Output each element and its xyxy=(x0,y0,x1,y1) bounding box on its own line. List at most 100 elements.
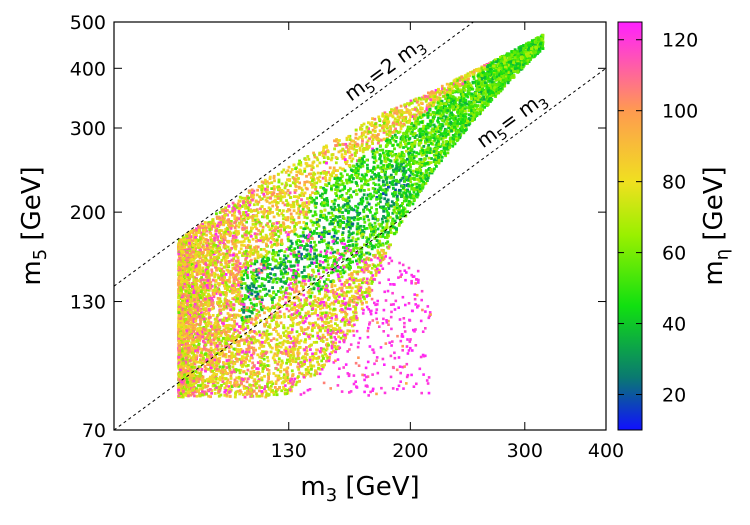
scatter-point xyxy=(355,227,359,231)
scatter-point xyxy=(393,205,397,209)
scatter-point xyxy=(209,366,213,370)
scatter-point xyxy=(282,217,285,221)
scatter-point xyxy=(294,344,298,348)
scatter-point xyxy=(182,253,185,257)
scatter-point xyxy=(190,263,194,266)
scatter-point xyxy=(448,104,451,107)
scatter-point xyxy=(341,197,345,200)
scatter-point xyxy=(297,207,300,210)
scatter-point xyxy=(432,112,436,116)
scatter-point xyxy=(319,186,323,189)
scatter-point xyxy=(327,211,331,215)
scatter-point xyxy=(203,385,207,389)
scatter-point xyxy=(231,213,234,217)
scatter-point xyxy=(230,246,233,250)
scatter-point xyxy=(466,95,470,99)
scatter-point xyxy=(264,307,268,310)
scatter-point xyxy=(207,328,211,332)
scatter-point xyxy=(402,183,406,187)
scatter-point xyxy=(398,167,402,171)
scatter-point xyxy=(300,252,303,256)
scatter-point xyxy=(280,389,284,393)
scatter-point xyxy=(348,142,352,146)
scatter-point xyxy=(227,220,231,224)
scatter-point xyxy=(264,255,268,259)
scatter-point xyxy=(330,156,334,160)
scatter-point xyxy=(385,221,389,225)
scatter-point xyxy=(342,271,346,275)
scatter-point xyxy=(250,346,254,350)
scatter-point xyxy=(461,90,465,93)
scatter-point xyxy=(279,192,282,196)
scatter-point xyxy=(319,253,322,257)
scatter-point xyxy=(397,131,400,134)
scatter-point xyxy=(375,196,379,199)
scatter-point xyxy=(352,164,355,168)
scatter-point xyxy=(203,390,207,394)
scatter-point xyxy=(475,100,479,104)
scatter-point xyxy=(244,391,247,395)
scatter-point xyxy=(187,231,191,235)
scatter-point xyxy=(481,69,485,72)
scatter-point xyxy=(234,352,238,356)
scatter-point xyxy=(323,152,327,156)
scatter-point xyxy=(239,240,242,244)
scatter-point xyxy=(229,327,233,331)
scatter-point xyxy=(225,394,229,398)
scatter-point xyxy=(435,129,439,133)
scatter-point xyxy=(252,203,256,207)
scatter-point xyxy=(259,230,263,234)
scatter-point xyxy=(205,336,209,339)
scatter-point xyxy=(290,385,294,388)
scatter-point xyxy=(204,332,207,336)
scatter-point xyxy=(409,111,413,115)
scatter-point xyxy=(400,204,403,207)
scatter-point xyxy=(285,199,288,202)
scatter-point xyxy=(286,350,290,354)
scatter-point xyxy=(222,382,226,385)
scatter-point xyxy=(407,103,411,107)
scatter-point xyxy=(304,236,307,239)
scatter-point xyxy=(257,310,261,314)
scatter-point xyxy=(309,241,313,244)
scatter-point xyxy=(360,231,363,235)
scatter-point xyxy=(194,231,198,234)
scatter-point xyxy=(186,355,190,358)
scatter-point xyxy=(316,223,320,227)
scatter-point xyxy=(272,328,275,331)
scatter-point xyxy=(454,103,458,106)
scatter-point xyxy=(456,119,459,123)
scatter-point xyxy=(261,370,265,373)
scatter-point xyxy=(224,345,227,349)
scatter-point xyxy=(508,76,512,80)
scatter-point xyxy=(267,289,271,293)
scatter-point xyxy=(300,281,304,285)
scatter-point xyxy=(320,231,324,235)
scatter-point xyxy=(424,141,427,145)
scatter-point xyxy=(457,129,460,132)
scatter-point xyxy=(314,243,318,247)
scatter-point xyxy=(297,177,300,180)
scatter-point xyxy=(399,141,402,145)
scatter-point xyxy=(379,144,382,148)
scatter-point xyxy=(276,193,279,196)
scatter-point xyxy=(216,297,220,300)
scatter-point xyxy=(227,299,231,303)
scatter-point xyxy=(354,189,358,192)
scatter-point xyxy=(192,295,196,299)
scatter-point xyxy=(312,245,316,249)
scatter-point xyxy=(319,311,323,315)
scatter-point xyxy=(382,114,385,118)
scatter-point xyxy=(237,232,240,235)
scatter-point xyxy=(366,163,369,167)
scatter-point xyxy=(450,99,453,102)
scatter-point xyxy=(378,253,382,257)
scatter-point xyxy=(314,321,317,325)
scatter-point xyxy=(199,337,202,340)
scatter-point xyxy=(453,96,457,100)
scatter-point xyxy=(309,230,312,234)
scatter-point xyxy=(301,288,305,291)
scatter-point xyxy=(381,232,385,236)
scatter-point xyxy=(267,280,271,283)
scatter-point xyxy=(229,303,233,307)
